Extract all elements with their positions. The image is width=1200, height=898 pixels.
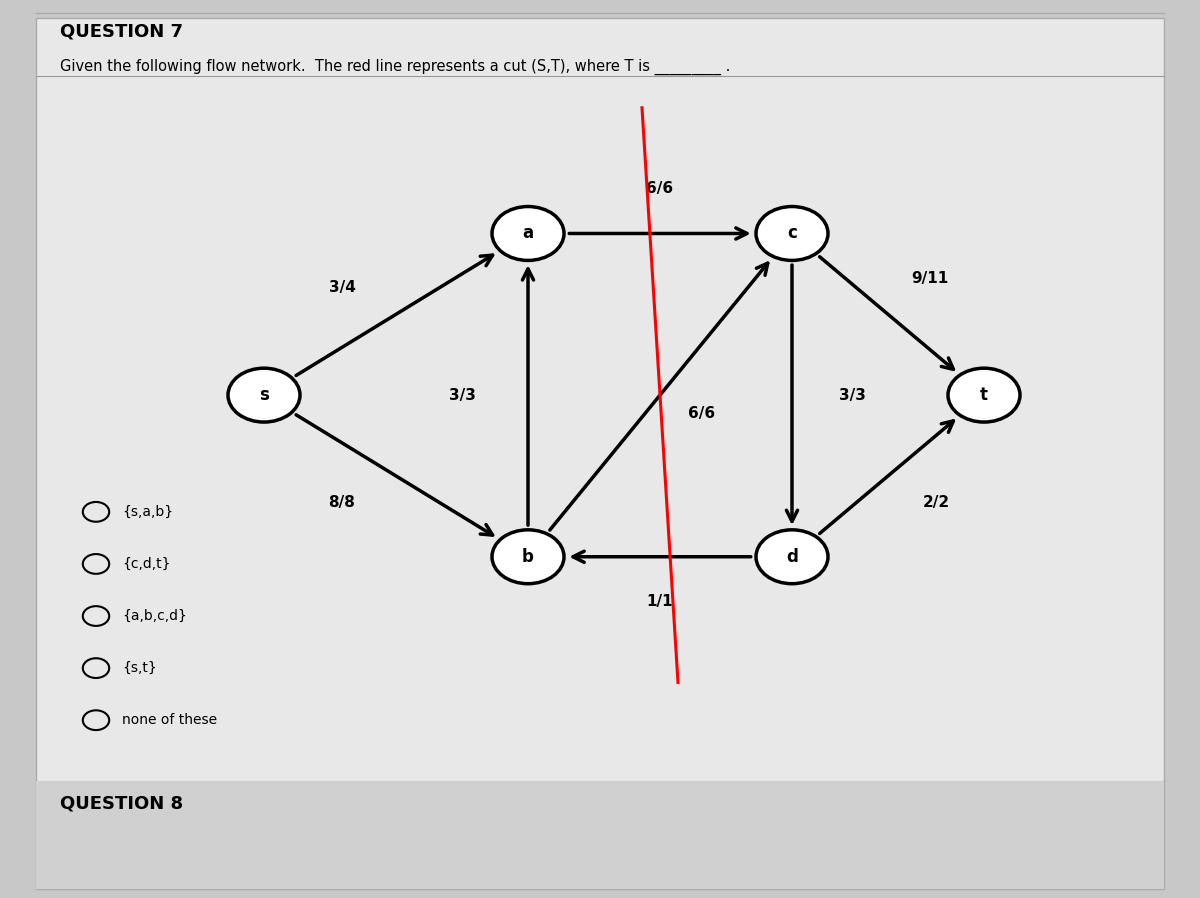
Circle shape xyxy=(492,530,564,584)
Circle shape xyxy=(492,207,564,260)
Text: 6/6: 6/6 xyxy=(689,406,715,420)
Text: b: b xyxy=(522,548,534,566)
Circle shape xyxy=(83,606,109,626)
Text: 2/2: 2/2 xyxy=(923,496,949,510)
Text: {a,b,c,d}: {a,b,c,d} xyxy=(122,609,187,623)
Text: 1/1: 1/1 xyxy=(647,594,673,609)
Circle shape xyxy=(948,368,1020,422)
Text: {s,t}: {s,t} xyxy=(122,661,157,675)
Text: 3/3: 3/3 xyxy=(449,388,475,402)
Circle shape xyxy=(756,530,828,584)
FancyBboxPatch shape xyxy=(36,781,1164,889)
Text: Given the following flow network.  The red line represents a cut (S,T), where T : Given the following flow network. The re… xyxy=(60,58,731,75)
Circle shape xyxy=(83,554,109,574)
Text: t: t xyxy=(980,386,988,404)
Text: {c,d,t}: {c,d,t} xyxy=(122,557,170,571)
Text: 3/3: 3/3 xyxy=(839,388,865,402)
Text: none of these: none of these xyxy=(122,713,217,727)
Text: QUESTION 8: QUESTION 8 xyxy=(60,795,184,813)
Text: 8/8: 8/8 xyxy=(329,496,355,510)
Text: 6/6: 6/6 xyxy=(647,181,673,196)
Text: d: d xyxy=(786,548,798,566)
Circle shape xyxy=(83,502,109,522)
Text: 3/4: 3/4 xyxy=(329,280,355,295)
Circle shape xyxy=(756,207,828,260)
Circle shape xyxy=(83,710,109,730)
Text: a: a xyxy=(522,224,534,242)
Circle shape xyxy=(83,658,109,678)
Text: QUESTION 7: QUESTION 7 xyxy=(60,22,182,40)
FancyBboxPatch shape xyxy=(36,18,1164,889)
Text: {s,a,b}: {s,a,b} xyxy=(122,505,174,519)
Text: 9/11: 9/11 xyxy=(911,271,949,286)
Circle shape xyxy=(228,368,300,422)
Text: s: s xyxy=(259,386,269,404)
Text: c: c xyxy=(787,224,797,242)
